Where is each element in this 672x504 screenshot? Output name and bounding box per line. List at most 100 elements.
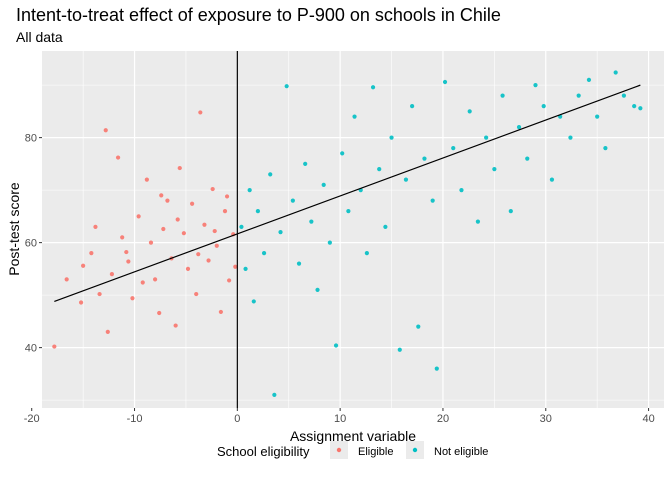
point-not-eligible bbox=[576, 93, 581, 98]
point-not-eligible bbox=[410, 104, 415, 109]
point-not-eligible bbox=[327, 240, 332, 245]
point-eligible bbox=[124, 249, 129, 255]
point-not-eligible bbox=[370, 85, 376, 90]
point-eligible bbox=[103, 128, 108, 133]
point-eligible bbox=[194, 291, 199, 297]
point-not-eligible bbox=[586, 77, 592, 82]
point-not-eligible bbox=[467, 109, 472, 114]
point-eligible bbox=[64, 277, 69, 282]
minor-gridlines bbox=[42, 51, 664, 408]
point-not-eligible bbox=[638, 106, 643, 111]
point-eligible bbox=[115, 155, 121, 160]
legend-label-eligible: Eligible bbox=[358, 446, 393, 458]
point-not-eligible bbox=[484, 135, 489, 140]
point-not-eligible bbox=[333, 343, 339, 348]
point-eligible bbox=[109, 272, 115, 277]
point-eligible bbox=[214, 243, 219, 248]
point-not-eligible bbox=[459, 188, 464, 193]
legend-title: School eligibility bbox=[217, 444, 310, 459]
point-eligible bbox=[157, 310, 162, 316]
point-not-eligible bbox=[533, 83, 538, 88]
point-eligible bbox=[89, 251, 94, 256]
point-not-eligible bbox=[284, 84, 289, 89]
point-eligible bbox=[206, 258, 211, 263]
point-eligible bbox=[224, 194, 230, 199]
legend: School eligibility Eligible Not eligible bbox=[217, 441, 488, 459]
point-not-eligible bbox=[346, 209, 351, 214]
legend-dot-eligible bbox=[336, 447, 342, 453]
data-points bbox=[52, 70, 643, 397]
point-not-eligible bbox=[303, 161, 308, 166]
point-eligible bbox=[185, 266, 191, 271]
point-not-eligible bbox=[243, 266, 248, 271]
point-not-eligible bbox=[603, 146, 608, 151]
point-eligible bbox=[218, 309, 223, 315]
x-axis-ticks: -20 -10 0 10 20 30 40 bbox=[24, 408, 655, 425]
point-not-eligible bbox=[377, 167, 382, 172]
point-not-eligible bbox=[321, 182, 326, 187]
point-eligible bbox=[190, 201, 195, 206]
point-not-eligible bbox=[251, 299, 256, 304]
x-tick-label: 20 bbox=[437, 413, 449, 425]
point-not-eligible bbox=[261, 251, 267, 256]
point-eligible bbox=[105, 329, 110, 334]
y-tick-label: 80 bbox=[25, 133, 37, 145]
point-eligible bbox=[148, 240, 154, 245]
point-not-eligible bbox=[352, 114, 357, 119]
point-eligible bbox=[222, 209, 228, 214]
point-not-eligible bbox=[255, 209, 261, 214]
point-eligible bbox=[210, 186, 215, 192]
point-not-eligible bbox=[397, 347, 402, 352]
point-not-eligible bbox=[621, 93, 627, 98]
point-not-eligible bbox=[541, 104, 546, 109]
x-tick-label: -20 bbox=[24, 413, 40, 425]
point-eligible bbox=[97, 291, 102, 297]
chart-title: Intent-to-treat effect of exposure to P-… bbox=[16, 5, 501, 25]
point-not-eligible bbox=[492, 167, 497, 172]
point-eligible bbox=[181, 231, 186, 236]
point-eligible bbox=[52, 344, 57, 349]
point-not-eligible bbox=[422, 156, 427, 161]
point-eligible bbox=[196, 252, 201, 257]
point-eligible bbox=[202, 222, 207, 227]
point-eligible bbox=[81, 263, 86, 268]
point-eligible bbox=[136, 214, 141, 219]
point-eligible bbox=[159, 193, 164, 198]
point-not-eligible bbox=[525, 156, 530, 161]
y-axis-title: Post-test score bbox=[6, 182, 22, 276]
point-not-eligible bbox=[309, 219, 314, 224]
point-eligible bbox=[165, 198, 170, 203]
point-not-eligible bbox=[516, 125, 522, 130]
point-not-eligible bbox=[475, 219, 481, 224]
point-not-eligible bbox=[632, 104, 637, 109]
point-not-eligible bbox=[508, 209, 513, 214]
point-not-eligible bbox=[296, 261, 302, 266]
point-not-eligible bbox=[595, 114, 600, 119]
legend-label-not-eligible: Not eligible bbox=[434, 446, 488, 458]
point-eligible bbox=[175, 217, 180, 222]
x-tick-label: 40 bbox=[642, 413, 654, 425]
point-not-eligible bbox=[613, 70, 618, 75]
x-tick-label: -10 bbox=[127, 413, 143, 425]
point-not-eligible bbox=[239, 224, 244, 229]
x-tick-label: 0 bbox=[234, 413, 240, 425]
point-eligible bbox=[233, 264, 238, 269]
point-not-eligible bbox=[278, 230, 283, 235]
regression-line bbox=[54, 84, 641, 302]
point-not-eligible bbox=[315, 287, 320, 292]
point-eligible bbox=[177, 165, 182, 171]
point-eligible bbox=[126, 259, 131, 264]
point-not-eligible bbox=[442, 79, 448, 85]
point-not-eligible bbox=[389, 135, 394, 140]
point-not-eligible bbox=[430, 198, 435, 203]
point-not-eligible bbox=[340, 151, 345, 156]
y-tick-label: 40 bbox=[25, 343, 37, 355]
point-not-eligible bbox=[268, 172, 273, 177]
point-eligible bbox=[120, 235, 125, 240]
point-eligible bbox=[198, 110, 203, 115]
point-not-eligible bbox=[434, 366, 439, 371]
x-tick-label: 10 bbox=[334, 413, 346, 425]
y-tick-label: 60 bbox=[25, 238, 37, 250]
point-not-eligible bbox=[290, 198, 295, 203]
